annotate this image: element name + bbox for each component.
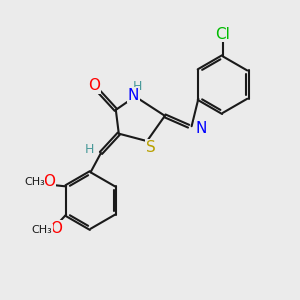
Text: S: S (146, 140, 155, 155)
Text: H: H (85, 143, 94, 156)
Text: CH₃: CH₃ (24, 177, 45, 187)
Text: O: O (88, 78, 100, 93)
Text: Cl: Cl (215, 27, 230, 42)
Text: N: N (128, 88, 139, 103)
Text: O: O (51, 220, 63, 236)
Text: CH₃: CH₃ (32, 224, 52, 235)
Text: O: O (43, 175, 55, 190)
Text: N: N (195, 121, 207, 136)
Text: H: H (133, 80, 142, 94)
